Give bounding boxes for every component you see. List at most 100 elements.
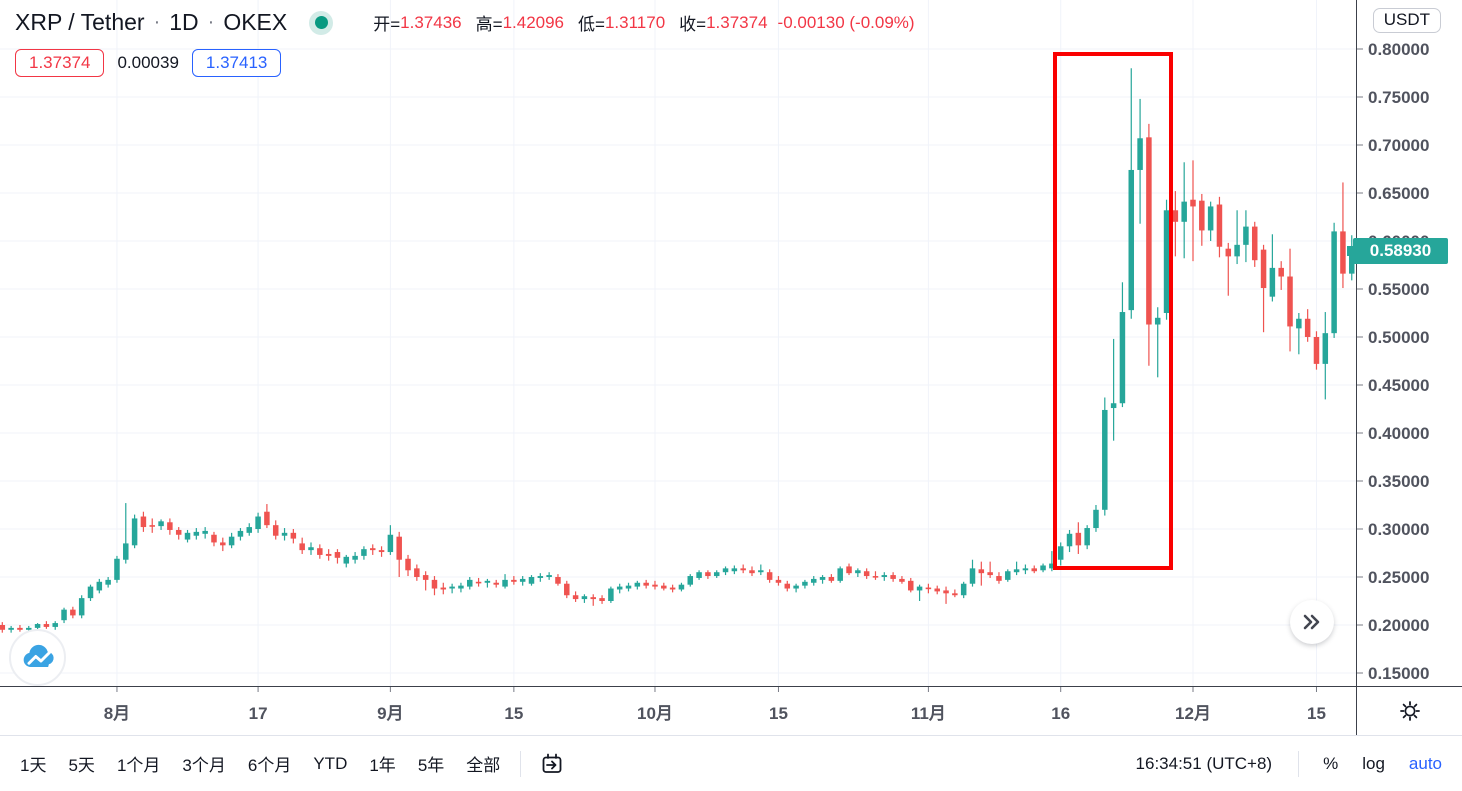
candle-body xyxy=(899,578,905,582)
candle-body xyxy=(1031,568,1037,572)
candle-body xyxy=(378,550,385,553)
ohlc-label: 开= xyxy=(373,15,401,34)
candle-body xyxy=(1022,568,1029,571)
tradingview-logo-button[interactable] xyxy=(9,629,66,686)
range-button[interactable]: 1个月 xyxy=(116,756,161,775)
bottom-toolbar: 1天 5天 1个月 3个月 6个月 YTD 1年 5年 全部 16:34:51 (UTC+8) … xyxy=(0,735,1462,791)
candle-body xyxy=(705,572,711,577)
go-to-date-button[interactable] xyxy=(541,753,563,775)
currency-unit-button[interactable]: USDT xyxy=(1372,8,1441,33)
candle-body xyxy=(61,609,67,621)
symbol-name[interactable]: XRP / Tether xyxy=(15,9,145,35)
candle-body xyxy=(1269,267,1276,297)
axis-settings-button[interactable] xyxy=(1394,696,1426,726)
range-button[interactable]: 6个月 xyxy=(247,756,292,775)
time-axis-label: 15 xyxy=(769,704,788,723)
time-axis-label: 8月 xyxy=(104,704,130,723)
time-axis-label: 10月 xyxy=(637,704,673,723)
ohlc-label: 低= xyxy=(578,15,605,34)
candle-body xyxy=(925,587,932,590)
range-button[interactable]: YTD xyxy=(313,753,348,773)
legend: XRP / Tether · 1D · OKEX 开= 1.37436 高= 1.42… xyxy=(15,9,915,36)
log-scale-button[interactable]: log xyxy=(1362,753,1385,773)
percent-scale-button[interactable]: % xyxy=(1323,753,1339,773)
candle-body xyxy=(458,585,464,589)
interval-label[interactable]: 1D xyxy=(169,9,199,35)
range-button[interactable]: 全部 xyxy=(466,756,501,775)
candle-body xyxy=(184,532,191,540)
toolbar-divider xyxy=(1298,750,1300,777)
range-button[interactable]: 1天 xyxy=(20,756,47,775)
candle-body xyxy=(1287,276,1293,327)
candle-body xyxy=(334,552,341,558)
price-axis-label: 0.50000 xyxy=(1368,328,1429,347)
sell-price-badge[interactable]: 1.37374 xyxy=(15,49,105,77)
candle-body xyxy=(969,568,976,584)
candle-body xyxy=(810,578,817,583)
candle-body xyxy=(123,543,129,560)
legend-separator: · xyxy=(153,11,161,33)
candle-body xyxy=(325,553,332,556)
date-range-buttons: 1天 5天 1个月 3个月 6个月 YTD 1年 5年 全部 xyxy=(20,751,500,776)
candle-body xyxy=(96,581,103,591)
candle-body xyxy=(1172,210,1179,222)
candle-body xyxy=(1251,226,1258,261)
candle-body xyxy=(493,582,499,585)
candle-body xyxy=(599,598,605,601)
candle-body xyxy=(608,588,614,601)
candle-body xyxy=(872,576,879,578)
candle-body xyxy=(696,572,702,578)
candle-body xyxy=(749,570,755,574)
candle-body xyxy=(828,577,835,581)
candle-body xyxy=(281,532,288,536)
candle-body xyxy=(105,579,111,585)
range-button[interactable]: 5年 xyxy=(417,756,445,775)
toolbar-divider xyxy=(520,750,522,777)
candle-body xyxy=(978,569,985,574)
candle-body xyxy=(1216,204,1223,247)
ohlc-value: 1.37436 xyxy=(400,12,462,32)
buy-price-badge[interactable]: 1.37413 xyxy=(191,49,282,77)
candle-body xyxy=(1005,571,1011,580)
candle-body xyxy=(511,579,517,582)
time-axis-label: 9月 xyxy=(377,704,403,723)
candle-body xyxy=(43,624,50,627)
price-axis-label: 0.45000 xyxy=(1368,376,1429,395)
time-axis-label: 12月 xyxy=(1175,704,1211,723)
clock-display[interactable]: 16:34:51 (UTC+8) xyxy=(1135,753,1273,773)
range-button[interactable]: 1年 xyxy=(369,756,396,775)
spread-value: 0.00039 xyxy=(117,53,179,72)
price-axis-label: 0.15000 xyxy=(1368,664,1429,683)
candle-body xyxy=(264,511,270,526)
candle-body xyxy=(1137,138,1143,170)
price-axis-label: 0.55000 xyxy=(1368,280,1429,299)
time-axis-label: 16 xyxy=(1051,704,1070,723)
candle-body xyxy=(246,527,253,533)
candle-body xyxy=(475,581,482,584)
candle-body xyxy=(1128,169,1135,311)
exchange-label[interactable]: OKEX xyxy=(223,9,288,35)
candle-body xyxy=(1304,318,1311,337)
candle-body xyxy=(625,585,632,589)
candle-body xyxy=(1057,546,1064,560)
range-button[interactable]: 3个月 xyxy=(182,756,226,775)
candle-body xyxy=(211,534,217,543)
quote-row: 1.37374 0.00039 1.37413 xyxy=(15,49,282,77)
annotation-rectangle[interactable] xyxy=(1053,52,1173,570)
range-button[interactable]: 5天 xyxy=(68,756,95,775)
candle-body xyxy=(1102,409,1108,510)
candle-body xyxy=(916,586,923,591)
auto-scale-button[interactable]: auto xyxy=(1408,753,1442,773)
candle-body xyxy=(1013,569,1020,573)
candle-body xyxy=(1331,231,1337,334)
candle-body xyxy=(1040,565,1046,571)
ohlc-label: 收= xyxy=(679,15,707,34)
scroll-right-button[interactable] xyxy=(1290,600,1334,644)
candle-body xyxy=(960,583,967,596)
candle-body xyxy=(175,529,182,535)
candle-body xyxy=(564,583,570,596)
candle-body xyxy=(1225,248,1232,257)
candle-body xyxy=(1049,563,1055,569)
candle-body xyxy=(1084,528,1090,546)
